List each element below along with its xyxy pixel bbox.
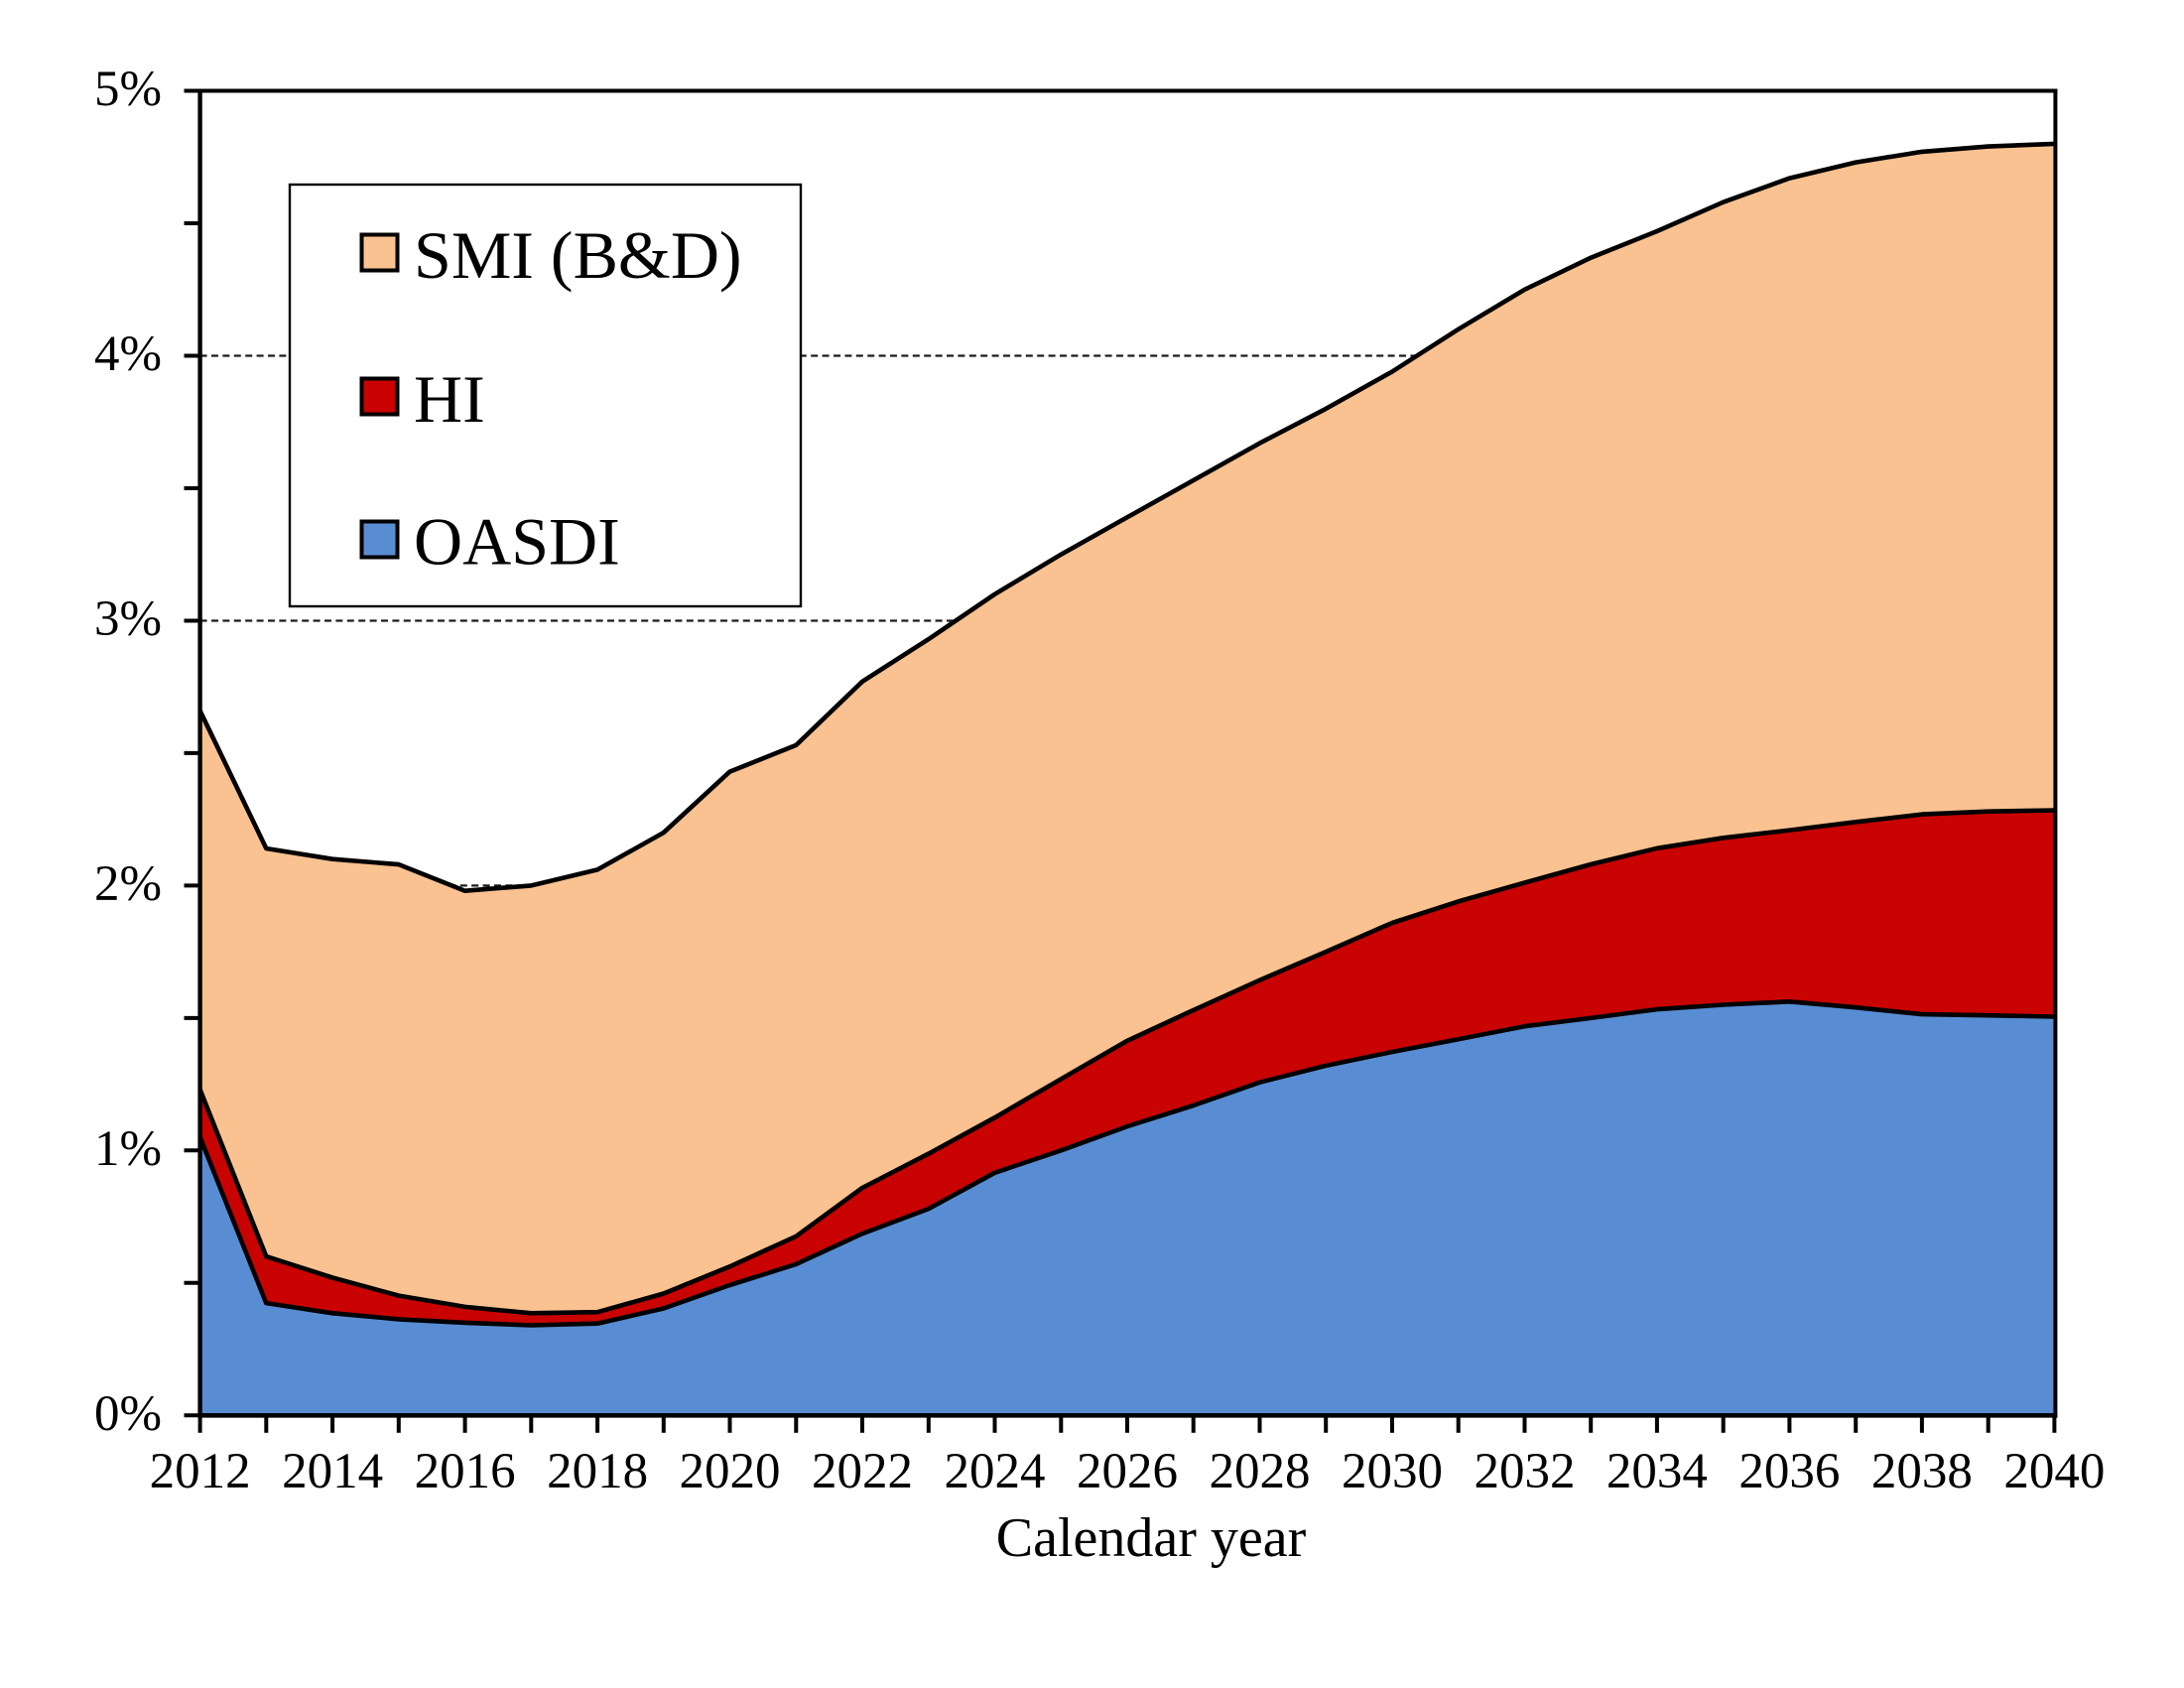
svg-text:OASDI: OASDI bbox=[414, 504, 620, 580]
svg-text:2030: 2030 bbox=[1342, 1444, 1443, 1499]
svg-text:0%: 0% bbox=[94, 1386, 162, 1442]
svg-text:2038: 2038 bbox=[1871, 1444, 1973, 1499]
svg-text:2028: 2028 bbox=[1210, 1444, 1311, 1499]
svg-text:HI: HI bbox=[414, 361, 485, 437]
svg-text:2014: 2014 bbox=[282, 1444, 383, 1499]
svg-text:5%: 5% bbox=[94, 62, 162, 117]
svg-text:2040: 2040 bbox=[2003, 1444, 2105, 1499]
svg-text:2032: 2032 bbox=[1475, 1444, 1576, 1499]
svg-text:2016: 2016 bbox=[415, 1444, 516, 1499]
svg-text:2012: 2012 bbox=[150, 1444, 251, 1499]
svg-text:2034: 2034 bbox=[1606, 1444, 1708, 1499]
svg-text:2036: 2036 bbox=[1738, 1444, 1840, 1499]
svg-text:2026: 2026 bbox=[1077, 1444, 1178, 1499]
svg-text:Calendar year: Calendar year bbox=[996, 1507, 1307, 1569]
svg-text:2022: 2022 bbox=[812, 1444, 913, 1499]
svg-text:3%: 3% bbox=[94, 591, 162, 647]
svg-text:1%: 1% bbox=[94, 1121, 162, 1177]
svg-text:4%: 4% bbox=[94, 326, 162, 382]
svg-text:2018: 2018 bbox=[547, 1444, 648, 1499]
svg-text:2%: 2% bbox=[94, 856, 162, 912]
svg-text:2020: 2020 bbox=[680, 1444, 781, 1499]
svg-text:SMI (B&D): SMI (B&D) bbox=[414, 217, 742, 293]
svg-text:2024: 2024 bbox=[945, 1444, 1046, 1499]
